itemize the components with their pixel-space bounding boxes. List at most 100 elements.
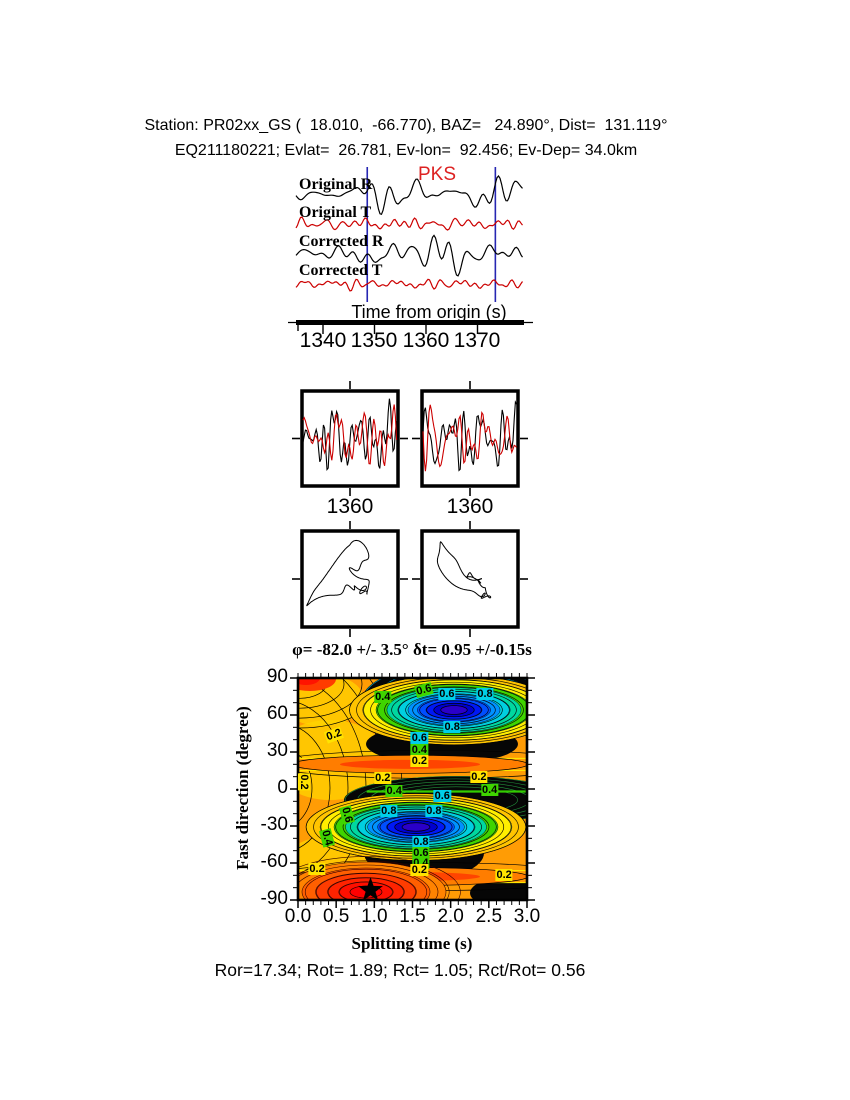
time-axis-title: Time from origin (s) [351, 302, 507, 322]
phase-label-pks: PKS [417, 164, 457, 185]
maximum-contour [298, 860, 450, 900]
contour-label-0.4: 0.4 [385, 785, 403, 798]
contour-label-0.4: 0.4 [480, 784, 499, 797]
contour-label-0.8: 0.8 [476, 688, 494, 701]
map-y-tick-label: 30 [266, 740, 288, 761]
minimum-0-contour [349, 678, 527, 746]
contour-value-labels: 0.4 0.6 0.6 0.8 0.8 0.2 0.6 0.4 0.2 0.2 0.2 0.2 0.4 0… [298, 678, 527, 900]
map-x-axis-label: Splitting time (s) [351, 934, 473, 953]
result-stats: Ror=17.34; Rot= 1.89; Rct= 1.05; Rct/Rot… [214, 960, 586, 980]
pm-curve-left [306, 539, 370, 607]
maximum-contour [298, 856, 461, 900]
pair-trace-0 [302, 398, 398, 472]
left-arc [298, 727, 331, 849]
minimum-0-contour [370, 681, 527, 739]
trace-label-original-r: Original R [299, 176, 373, 193]
contour-label-0.6: 0.6 [412, 847, 430, 860]
trace-label-corrected-t: Corrected T [299, 262, 383, 279]
trace-3 [295, 278, 523, 292]
pair-right-tick-label: 1360 [446, 495, 494, 518]
contour-label-0.8: 0.8 [380, 805, 398, 818]
contour-label-0.2: 0.2 [495, 869, 513, 882]
waveform-traces [295, 175, 524, 292]
minimum-0-contour [433, 702, 475, 718]
contour-label-0.6: 0.6 [338, 804, 355, 825]
pm-curve-right [436, 541, 492, 599]
contour-label-0.2: 0.2 [308, 863, 326, 876]
pm-left-box-border [300, 529, 400, 629]
trace-2 [295, 234, 524, 277]
minimum-1-contour [386, 817, 446, 837]
map-y-tick-label: -90 [260, 888, 288, 909]
map-x-tick-label: 2.0 [437, 906, 464, 927]
component-pair-panels [292, 381, 528, 496]
station-info-line2: EQ211180221; Evlat= 26.781, Ev-lon= 92.4… [174, 142, 638, 159]
corner-max-core [298, 678, 320, 685]
maximum-contour [327, 877, 405, 900]
trace-0 [295, 175, 523, 216]
map-y-tick-label: 90 [266, 666, 288, 687]
trace-label-original-t: Original T [299, 204, 372, 221]
contour-label-0.8: 0.8 [443, 721, 461, 734]
time-axis [288, 320, 533, 334]
map-x-tick-label: 1.0 [361, 906, 388, 927]
contour-label-0.6: 0.6 [410, 732, 429, 745]
time-tick-label-1350: 1350 [350, 329, 398, 352]
minimum-0-contour [377, 684, 527, 736]
maximum-contour [298, 864, 439, 900]
map-y-tick-label: -60 [260, 851, 288, 872]
best-fit-star [358, 877, 383, 900]
map-x-tick-label: 2.5 [475, 906, 503, 927]
trace-1 [295, 216, 523, 231]
trace-label-corrected-r: Corrected R [299, 233, 384, 250]
pair-trace-0 [422, 400, 518, 472]
pair-trace-1 [302, 404, 398, 466]
minimum-0-contour [426, 700, 482, 720]
contour-label-0.2: 0.2 [323, 726, 345, 744]
pair-left-box-border [300, 389, 400, 488]
contour-label-0.2: 0.2 [410, 864, 429, 877]
contour-label-0.6: 0.6 [438, 688, 456, 701]
contour-label-0.2: 0.2 [470, 770, 488, 783]
minimum-0-contour [440, 705, 468, 715]
minimum-1-contour [401, 822, 431, 832]
pair-right-box-border [420, 389, 520, 488]
contour-label-0.6: 0.6 [433, 790, 451, 803]
map-x-tick-label: 1.5 [399, 906, 426, 927]
map-y-tick-label: -30 [260, 814, 288, 835]
minimum-0-contour [363, 679, 527, 741]
contour-map-frame [290, 673, 535, 908]
contour-label-0.4: 0.4 [318, 828, 336, 849]
analysis-window-lines [366, 167, 497, 302]
ridge-outline [298, 749, 527, 779]
pair-left-tick-label: 1360 [326, 495, 374, 518]
left-arc [298, 753, 313, 823]
map-x-tick-label: 0.0 [284, 906, 312, 927]
contour-label-0.2: 0.2 [410, 754, 429, 767]
contour-label-0.2: 0.2 [374, 771, 392, 784]
maximum-contour [304, 868, 428, 900]
minimum-0-contour [356, 678, 527, 743]
particle-motion-panels [292, 521, 528, 637]
map-title: φ= -82.0 +/- 3.5° δt= 0.95 +/-0.15s [292, 640, 532, 659]
pm-right-box-border [420, 529, 520, 629]
map-y-tick-label: 0 [277, 777, 288, 798]
contour-label-0.6: 0.6 [414, 682, 434, 699]
maximum-contour [316, 873, 416, 900]
map-x-tick-label: 0.5 [322, 906, 350, 927]
time-tick-label-1360: 1360 [402, 329, 450, 352]
topleft-arc [298, 678, 363, 719]
pair-trace-1 [422, 404, 518, 472]
contour-label-0.8: 0.8 [412, 836, 430, 849]
time-tick-label-1370: 1370 [453, 329, 501, 352]
contour-label-0.4: 0.4 [410, 743, 429, 756]
map-y-tick-label: 60 [266, 703, 288, 724]
station-info-line1: Station: PR02xx_GS ( 18.010, -66.770), B… [144, 117, 668, 134]
map-x-tick-label: 3.0 [513, 906, 541, 927]
maximum-contour [338, 881, 394, 900]
contour-label-0.4: 0.4 [374, 690, 392, 703]
time-tick-label-1340: 1340 [299, 329, 347, 352]
left-arc [298, 702, 349, 874]
contour-label-0.2: 0.2 [298, 772, 311, 791]
